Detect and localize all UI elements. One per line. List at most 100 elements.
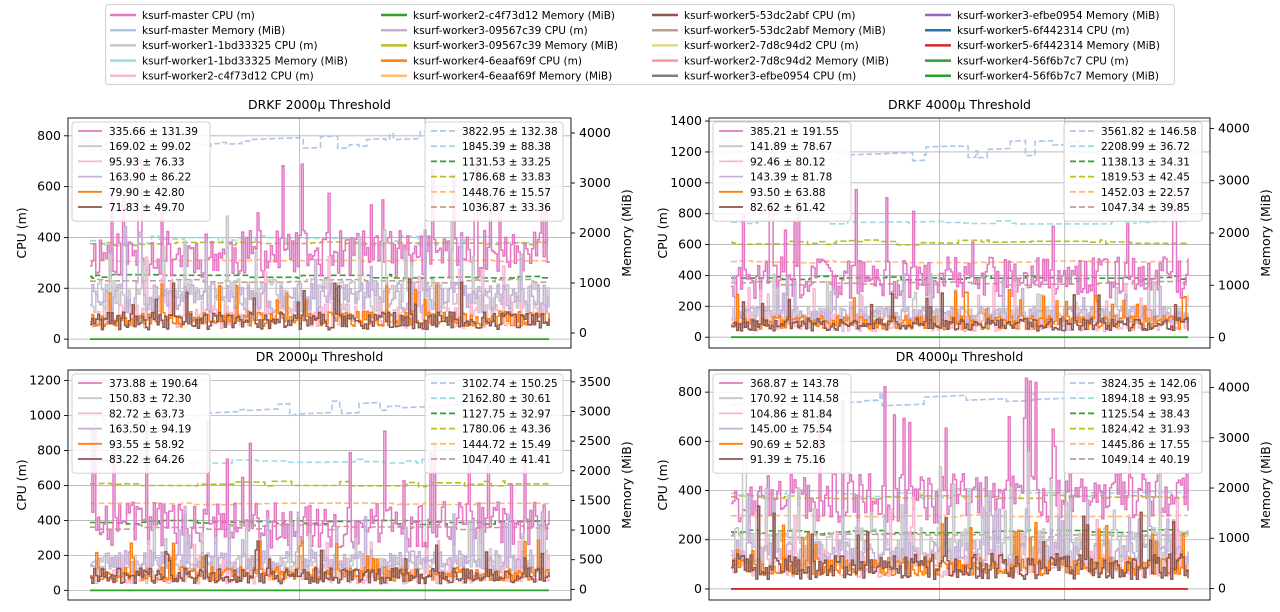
legend-label: ksurf-worker2-c4f73d12 Memory (MiB) [413, 10, 615, 22]
chart-title: DR 4000μ Threshold [896, 349, 1024, 364]
legend-label: 169.02 ± 99.02 [109, 141, 191, 153]
y-tick-label: 1200 [670, 144, 702, 159]
legend-label: 1786.68 ± 33.83 [462, 172, 551, 184]
memory-series-line [90, 480, 549, 488]
figure-legend-item: ksurf-worker2-7d8c94d2 Memory (MiB) [652, 55, 889, 67]
legend-label: 145.00 ± 75.54 [750, 424, 833, 436]
cpu_series-legend: 385.21 ± 191.55 141.89 ± 78.67 92.46 ± 80.… [712, 121, 852, 222]
legend-label: 79.90 ± 42.80 [109, 187, 185, 199]
y-tick-label: 800 [37, 128, 61, 143]
y2-tick-label: 0 [579, 581, 587, 596]
figure-legend-item: ksurf-worker3-efbe0954 Memory (MiB) [925, 10, 1159, 22]
cpu-series-line [90, 225, 550, 314]
figure-legend-frame [105, 4, 1175, 85]
legend-label: ksurf-worker1-1bd33325 CPU (m) [142, 40, 318, 52]
figure-legend-item: ksurf-worker1-1bd33325 CPU (m) [110, 40, 318, 52]
y2-tick-label: 3000 [579, 175, 611, 190]
mem_series-legend: 3102.74 ± 150.25 2162.80 ± 30.61 1127.75 ±… [424, 373, 564, 474]
y-tick-label: 200 [678, 532, 702, 547]
memory-series-line [90, 502, 549, 506]
y-tick-label: 400 [37, 229, 61, 244]
memory-series-line [731, 275, 1188, 281]
subplot: 0 200 400 600 800 0 1000 2000 3000 4000 DRKF 2000μ… [14, 97, 634, 349]
cpu-series-line [731, 505, 1189, 581]
y2-tick-label: 4000 [1218, 120, 1250, 135]
cpu_series-legend: 373.88 ± 190.64 150.83 ± 72.30 82.72 ± 63.… [71, 373, 211, 474]
y2-tick-label: 1000 [579, 522, 611, 537]
y2-axis-label: Memory (MiB) [1258, 441, 1273, 528]
cpu-series-line [90, 278, 550, 331]
y-tick-label: 0 [53, 331, 61, 346]
legend-label: 1445.86 ± 17.55 [1101, 439, 1190, 451]
legend-label: 163.90 ± 86.22 [109, 172, 191, 184]
legend-label: ksurf-worker2-7d8c94d2 Memory (MiB) [684, 55, 889, 67]
y-axis-label: CPU (m) [14, 207, 29, 258]
y2-axis-label: Memory (MiB) [619, 441, 634, 528]
memory-series-line [731, 239, 1188, 246]
legend-label: 1047.40 ± 41.41 [462, 454, 551, 466]
legend-label: 385.21 ± 191.55 [750, 126, 839, 138]
legend-frame [71, 373, 211, 474]
legend-label: 95.93 ± 76.33 [109, 156, 185, 168]
legend-label: ksurf-worker3-09567c39 CPU (m) [413, 25, 588, 37]
legend-label: 1819.53 ± 42.45 [1101, 172, 1190, 184]
y-tick-label: 0 [694, 329, 702, 344]
mem_series-legend: 3824.35 ± 142.06 1894.18 ± 93.95 1125.54 ±… [1063, 373, 1203, 474]
cpu-series-line [731, 289, 1189, 331]
y2-tick-label: 0 [579, 325, 587, 340]
legend-label: ksurf-worker4-6eaaf69f CPU (m) [413, 55, 582, 67]
y-tick-label: 600 [678, 237, 702, 252]
legend-label: ksurf-worker4-56f6b7c7 Memory (MiB) [957, 71, 1159, 83]
legend-label: ksurf-worker5-53dc2abf CPU (m) [684, 10, 855, 22]
legend-label: 83.22 ± 64.26 [109, 454, 185, 466]
legend-label: 1125.54 ± 38.43 [1101, 408, 1190, 420]
subplot: 0 200 400 600 800 1000 1200 0 500 1000 1500 2000 250… [14, 349, 634, 601]
y-axis-label: CPU (m) [14, 459, 29, 510]
legend-label: ksurf-worker4-56f6b7c7 CPU (m) [957, 55, 1129, 67]
y2-tick-label: 500 [579, 552, 603, 567]
legend-label: 82.72 ± 63.73 [109, 408, 185, 420]
legend-label: ksurf-worker3-efbe0954 CPU (m) [684, 71, 856, 83]
cpu-series-line [90, 420, 550, 549]
figure-legend-item: ksurf-master CPU (m) [110, 10, 255, 22]
figure-legend-item: ksurf-worker2-c4f73d12 CPU (m) [110, 71, 314, 83]
cpu_series-legend: 335.66 ± 131.39 169.02 ± 99.02 95.93 ± 76.… [71, 121, 211, 222]
cpu-series-line [731, 377, 1189, 524]
legend-frame [424, 373, 564, 474]
y2-axis-label: Memory (MiB) [1258, 189, 1273, 276]
y2-tick-label: 1000 [1218, 277, 1250, 292]
y-tick-label: 1000 [29, 407, 61, 422]
legend-label: 143.39 ± 81.78 [750, 172, 832, 184]
legend-label: 1138.13 ± 34.31 [1101, 156, 1190, 168]
series-lines [731, 377, 1189, 590]
axes-frame [708, 369, 1211, 601]
y-tick-label: 400 [678, 267, 702, 282]
legend-label: 373.88 ± 190.64 [109, 378, 198, 390]
legend-label: ksurf-worker3-09567c39 Memory (MiB) [413, 40, 618, 52]
mem_series-legend: 3561.82 ± 146.58 2208.99 ± 36.72 1138.13 ±… [1063, 121, 1203, 222]
legend-frame [712, 121, 852, 222]
series-lines [90, 129, 550, 341]
y-axis-label: CPU (m) [655, 459, 670, 510]
legend-frame [1063, 373, 1203, 474]
figure-legend-item: ksurf-worker2-c4f73d12 Memory (MiB) [381, 10, 615, 22]
y2-tick-label: 2000 [1218, 480, 1250, 495]
legend-frame [1063, 121, 1203, 222]
legend-label: 91.39 ± 75.16 [750, 454, 826, 466]
y2-tick-label: 2000 [579, 225, 611, 240]
legend-label: 1127.75 ± 32.97 [462, 408, 551, 420]
figure-legend-item: ksurf-worker3-efbe0954 CPU (m) [652, 71, 856, 83]
memory-series-line [90, 259, 549, 263]
y2-tick-label: 2000 [1218, 225, 1250, 240]
y-tick-label: 600 [37, 179, 61, 194]
legend-label: 3102.74 ± 150.25 [462, 378, 558, 390]
y-tick-label: 1400 [670, 113, 702, 128]
legend-frame [424, 121, 564, 222]
legend-label: 1047.34 ± 39.85 [1101, 202, 1190, 214]
y2-axis-label: Memory (MiB) [619, 189, 634, 276]
figure-legend-item: ksurf-worker1-1bd33325 Memory (MiB) [110, 55, 348, 67]
memory-series-line [731, 514, 1188, 518]
figure-legend-item: ksurf-worker5-53dc2abf Memory (MiB) [652, 25, 886, 37]
